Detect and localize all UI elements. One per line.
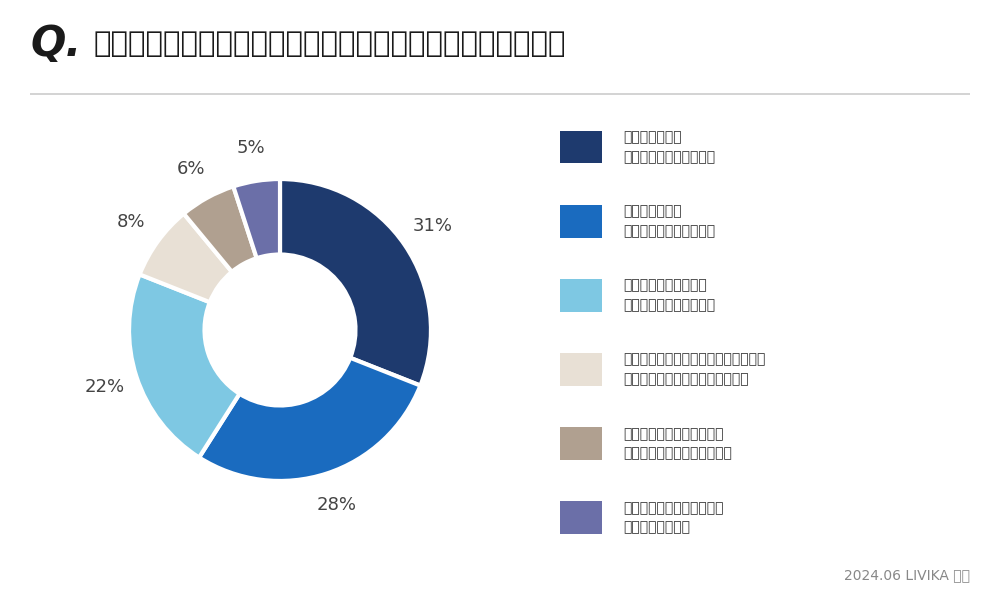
Text: 28%: 28% <box>317 496 357 514</box>
Text: 5%: 5% <box>237 139 266 157</box>
FancyBboxPatch shape <box>560 205 602 238</box>
Text: 前の電力会社のサービスに
不満があったから: 前の電力会社のサービスに 不満があったから <box>623 501 724 535</box>
Text: なぜ節約の手段として電力会社の乗り換えを選びましたか？: なぜ節約の手段として電力会社の乗り換えを選びましたか？ <box>94 30 566 58</box>
Wedge shape <box>129 274 240 457</box>
Text: サービスの良さそうな
電力会社を見つけたから: サービスの良さそうな 電力会社を見つけたから <box>623 278 715 312</box>
Text: 6%: 6% <box>177 160 206 178</box>
Text: 節電を出来るだけ気にせず
楽に電気代を安くしたかった: 節電を出来るだけ気にせず 楽に電気代を安くしたかった <box>623 427 732 460</box>
Wedge shape <box>199 358 420 481</box>
FancyBboxPatch shape <box>560 353 602 386</box>
FancyBboxPatch shape <box>560 131 602 163</box>
Text: 安い電気料金の
電力会社を見つけたから: 安い電気料金の 電力会社を見つけたから <box>623 130 715 164</box>
Text: 31%: 31% <box>412 217 452 235</box>
Text: 2024.06 LIVIKA 調査: 2024.06 LIVIKA 調査 <box>844 568 970 582</box>
Text: Q.: Q. <box>30 23 81 65</box>
FancyBboxPatch shape <box>560 501 602 534</box>
Wedge shape <box>140 214 232 302</box>
FancyBboxPatch shape <box>560 427 602 460</box>
Text: 前の電力会社の
電気料金が高かったから: 前の電力会社の 電気料金が高かったから <box>623 205 715 238</box>
Wedge shape <box>233 179 280 258</box>
Wedge shape <box>184 187 257 272</box>
Text: 22%: 22% <box>85 378 125 396</box>
FancyBboxPatch shape <box>560 279 602 311</box>
Wedge shape <box>280 179 431 386</box>
Text: 電気の使用量を減らすことが難しく、
電気代自体を安くしたかったから: 電気の使用量を減らすことが難しく、 電気代自体を安くしたかったから <box>623 353 765 386</box>
Text: 8%: 8% <box>117 213 145 231</box>
